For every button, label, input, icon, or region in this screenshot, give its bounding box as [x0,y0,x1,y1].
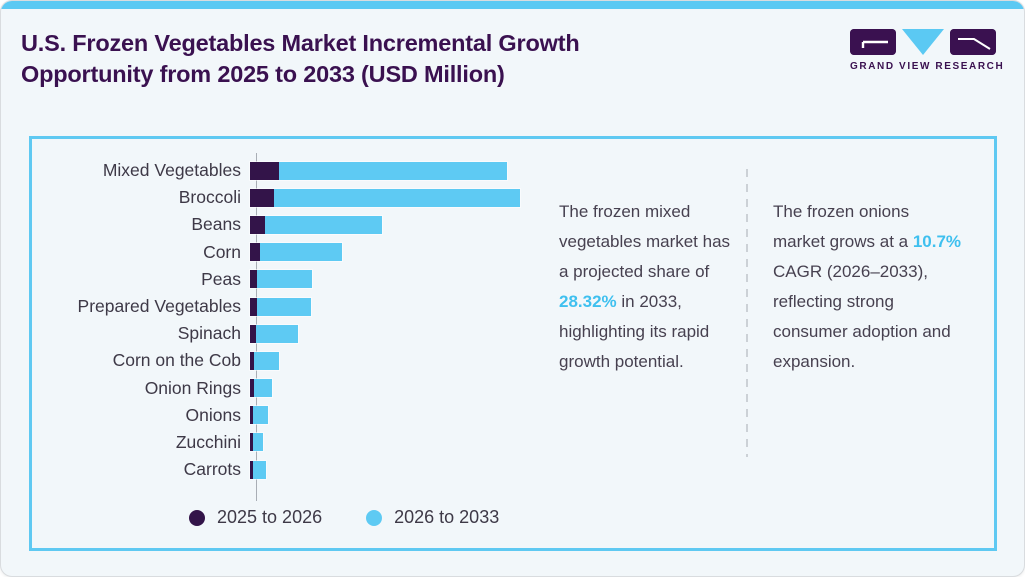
insight-text: CAGR (2026–2033), reflecting strong cons… [773,262,951,371]
stacked-bar [249,296,312,317]
legend-dot-dark-icon [189,509,205,526]
page-title-line1: U.S. Frozen Vegetables Market Incrementa… [21,30,580,56]
gvr-logo-wordmark: GRAND VIEW RESEARCH [850,61,1005,72]
category-label: Corn [203,241,241,262]
bar-segment-2025-to-2026 [250,433,253,452]
gvr-logo-r-icon [950,29,996,55]
category-label: Onions [185,404,241,425]
gvr-logo-marks [850,29,996,55]
insight-text: The frozen mixed vegetables market has a… [559,202,731,281]
chart-panel: Mixed Vegetables Broccoli Beans Corn Peas Pre… [29,136,997,551]
page-title: U.S. Frozen Vegetables Market Incrementa… [21,28,741,90]
bar-segment-2026-to-2033 [254,379,272,398]
stacked-bar [249,350,280,371]
category-label: Spinach [177,323,241,344]
category-label: Zucchini [175,431,241,452]
legend-item-2026-2033: 2026 to 2033 [366,507,499,528]
bar-row: Mixed Vegetables [32,157,732,184]
gvr-logo: GRAND VIEW RESEARCH [850,29,1005,72]
bar-row: Beans [32,211,732,238]
bar-segment-2025-to-2026 [250,243,260,262]
page-title-line2: Opportunity from 2025 to 2033 (USD Milli… [21,61,505,87]
bar-segment-2025-to-2026 [250,379,254,398]
bar-segment-2025-to-2026 [250,188,274,207]
category-label: Onion Rings [144,377,241,398]
legend-item-2025-2026: 2025 to 2026 [189,507,322,528]
stacked-bar [249,405,269,426]
legend-label: 2025 to 2026 [217,507,323,527]
bar-segment-2025-to-2026 [250,460,253,479]
bar-segment-2026-to-2033 [274,188,520,207]
bar-segment-2026-to-2033 [254,351,279,370]
stacked-bar [249,187,521,208]
category-label: Broccoli [178,187,241,208]
insight-text: in 2033, highlighting its rapid growth p… [559,292,710,371]
insight-highlight-value: 28.32% [559,292,617,311]
stacked-bar [249,432,264,453]
category-label: Beans [191,214,241,235]
bar-segment-2025-to-2026 [250,270,257,289]
bar-segment-2025-to-2026 [250,215,265,234]
bar-segment-2025-to-2026 [250,297,257,316]
stacked-bar [249,378,273,399]
bar-row: Broccoli [32,184,732,211]
bar-segment-2026-to-2033 [279,161,507,180]
bar-segment-2025-to-2026 [250,406,253,425]
stacked-bar [249,242,343,263]
bar-row: Zucchini [32,429,732,456]
gvr-logo-v-icon [902,29,944,55]
bar-row: Prepared Vegetables [32,293,732,320]
category-label: Prepared Vegetables [77,296,241,317]
stacked-bar [249,160,508,181]
legend-dot-blue-icon [366,509,383,526]
bar-row: Onion Rings [32,375,732,402]
legend-label: 2026 to 2033 [394,507,500,527]
gvr-logo-g-icon [850,29,896,55]
bar-segment-2026-to-2033 [257,270,312,289]
bar-segment-2025-to-2026 [250,351,254,370]
insight-text: The frozen onions market grows at a [773,202,913,251]
category-label: Corn on the Cob [112,350,241,371]
bar-row: Corn [32,239,732,266]
bar-row: Peas [32,266,732,293]
top-accent-bar [1,1,1024,9]
bar-row: Carrots [32,456,732,483]
bar-row: Onions [32,402,732,429]
category-label: Mixed Vegetables [102,160,241,181]
category-label: Carrots [183,459,241,480]
stacked-bar [249,269,313,290]
bar-segment-2026-to-2033 [253,433,263,452]
bar-segment-2025-to-2026 [250,161,279,180]
chart-legend: 2025 to 2026 2026 to 2033 [189,507,499,528]
bar-segment-2025-to-2026 [250,324,256,343]
bar-segment-2026-to-2033 [257,297,311,316]
dashed-divider [746,169,748,457]
bar-segment-2026-to-2033 [253,406,268,425]
bar-rows: Mixed Vegetables Broccoli Beans Corn Peas Pre… [32,157,732,483]
bar-segment-2026-to-2033 [265,215,382,234]
bar-row: Corn on the Cob [32,347,732,374]
insight-mixed-vegetables: The frozen mixed vegetables market has a… [559,197,741,377]
bar-segment-2026-to-2033 [260,243,342,262]
category-label: Peas [201,268,241,289]
stacked-bar [249,459,267,480]
bar-segment-2026-to-2033 [253,460,266,479]
bar-segment-2026-to-2033 [256,324,298,343]
insight-onions: The frozen onions market grows at a 10.7… [773,197,963,377]
bar-row: Spinach [32,320,732,347]
stacked-bar [249,214,383,235]
stacked-bar [249,323,299,344]
insight-highlight-value: 10.7% [912,232,962,251]
